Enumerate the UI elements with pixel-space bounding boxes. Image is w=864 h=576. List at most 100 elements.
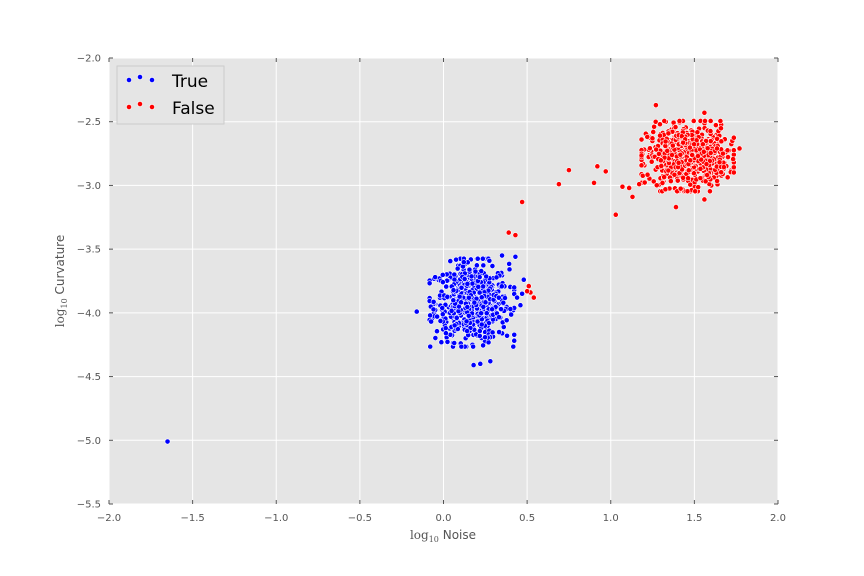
legend-marker-true: [149, 77, 155, 83]
point-true: [473, 262, 480, 269]
x-tick-label: 2.0: [770, 513, 786, 524]
point-true: [461, 276, 468, 282]
point-false: [718, 169, 725, 176]
point-false: [702, 178, 709, 185]
point-true: [439, 305, 446, 311]
legend-label-true: True: [171, 72, 208, 92]
point-false: [685, 175, 692, 182]
point-false: [662, 186, 669, 193]
y-tick-label: −2.0: [77, 54, 101, 65]
point-false: [651, 123, 658, 130]
point-true: [507, 306, 514, 312]
point-false: [674, 177, 681, 184]
point-true: [517, 302, 524, 309]
x-tick-label: −2.0: [97, 513, 121, 524]
point-false: [556, 181, 562, 188]
point-true: [482, 299, 489, 306]
point-true: [444, 338, 451, 345]
point-true: [439, 279, 446, 286]
point-false: [638, 162, 645, 169]
point-false: [690, 170, 697, 177]
data-points: [164, 102, 743, 445]
point-true: [478, 321, 485, 328]
point-false: [652, 118, 659, 125]
point-true: [448, 307, 455, 314]
point-true: [499, 252, 505, 259]
point-true: [500, 299, 507, 306]
x-axis-label: log10 Noise: [410, 528, 476, 544]
point-true: [495, 294, 502, 301]
point-false: [680, 139, 687, 146]
point-true: [511, 284, 518, 291]
point-true: [514, 294, 520, 301]
point-true: [489, 306, 496, 313]
point-false: [667, 178, 674, 185]
y-axis-label-text: Curvature: [53, 235, 67, 299]
y-axis-label: log10 Curvature: [53, 235, 69, 328]
point-true: [164, 438, 171, 445]
point-false: [669, 142, 676, 149]
point-false: [648, 158, 655, 165]
point-false: [714, 135, 720, 142]
point-true: [480, 283, 487, 290]
point-false: [530, 294, 537, 301]
point-false: [639, 172, 646, 179]
point-true: [464, 304, 471, 310]
legend-label-false: False: [172, 99, 215, 119]
series-true: [164, 252, 527, 445]
point-false: [701, 196, 708, 203]
point-false: [692, 188, 699, 195]
point-false: [736, 145, 743, 152]
y-tick-label: −3.5: [77, 245, 101, 256]
point-true: [434, 328, 440, 335]
point-true: [453, 256, 459, 263]
point-true: [443, 283, 450, 290]
point-false: [694, 129, 701, 136]
point-true: [506, 266, 513, 273]
point-true: [498, 283, 505, 290]
point-true: [504, 332, 510, 339]
point-false: [695, 153, 701, 159]
point-true: [506, 260, 513, 267]
y-tick-label: −3.0: [77, 181, 101, 192]
point-false: [657, 157, 664, 164]
point-false: [657, 121, 663, 128]
point-true: [520, 276, 527, 283]
point-false: [701, 109, 708, 116]
point-false: [659, 180, 666, 186]
point-false: [691, 141, 697, 148]
point-false: [686, 144, 693, 151]
point-false: [690, 118, 697, 124]
point-false: [650, 178, 657, 185]
point-false: [685, 167, 692, 174]
point-true: [444, 293, 451, 300]
point-false: [665, 167, 672, 174]
point-true: [502, 295, 508, 301]
point-true: [478, 294, 485, 301]
legend: True False: [116, 65, 225, 125]
point-false: [658, 163, 665, 169]
point-false: [638, 152, 645, 159]
point-false: [707, 188, 713, 195]
point-false: [716, 159, 723, 166]
point-true: [489, 263, 496, 269]
point-true: [478, 310, 485, 317]
point-true: [465, 312, 472, 319]
point-false: [653, 182, 660, 189]
point-true: [432, 335, 439, 341]
x-axis-label-text: Noise: [439, 528, 476, 542]
point-false: [707, 150, 714, 156]
point-true: [427, 312, 434, 319]
point-false: [699, 141, 706, 148]
point-false: [724, 147, 731, 154]
point-true: [470, 343, 477, 350]
point-true: [482, 334, 488, 341]
point-false: [649, 135, 656, 142]
point-true: [451, 340, 458, 346]
legend-marker-false: [149, 104, 155, 110]
point-true: [477, 360, 484, 367]
point-true: [485, 339, 492, 346]
point-true: [483, 273, 490, 280]
x-axis-label-log: log: [410, 528, 429, 542]
legend-markers: [126, 74, 155, 110]
